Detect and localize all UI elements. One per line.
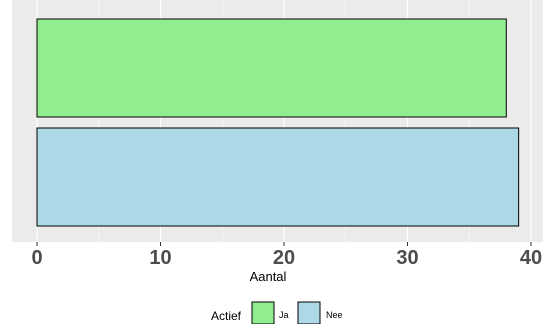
legend-key-ja [251,301,275,325]
x-axis-title: Aantal [250,269,287,284]
legend-label-ja: Ja [279,310,289,320]
x-axis: 0 10 20 30 40 [31,242,542,269]
bar-ja [36,18,507,118]
x-tick-label: 20 [273,247,295,269]
x-tick-label: 30 [396,247,418,269]
legend-title: Actief [211,309,242,323]
bars [36,18,520,227]
x-tick-label: 40 [520,247,542,269]
x-tick-label: 10 [149,247,171,269]
bar-nee [36,127,520,227]
legend-key-nee [297,301,321,325]
x-tick-label: 0 [31,247,42,269]
legend: Actief Ja Nee [211,301,343,325]
legend-label-nee: Nee [326,310,343,320]
